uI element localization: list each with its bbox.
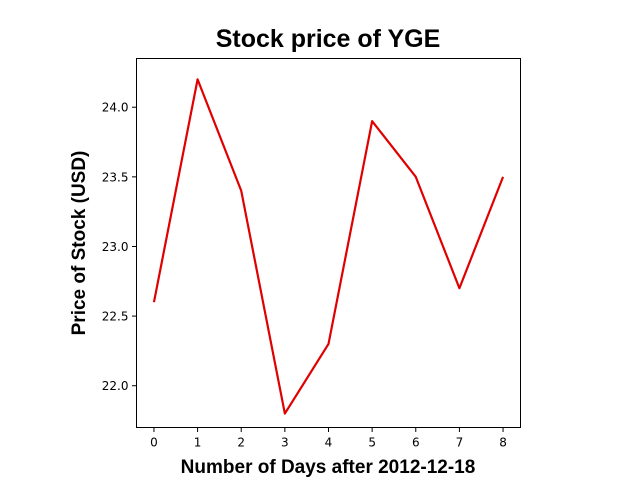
x-tick-label: 6 — [412, 436, 420, 450]
series-line — [152, 78, 505, 415]
x-tick-label: 5 — [368, 436, 376, 450]
y-tick-label: 23.0 — [102, 240, 129, 254]
x-tick-label: 1 — [194, 436, 202, 450]
y-tick-label: 22.0 — [102, 379, 129, 393]
y-tick-label: 23.5 — [102, 170, 129, 184]
plot-area — [152, 78, 505, 415]
chart-title: Stock price of YGE — [216, 25, 441, 53]
x-axis: 0 1 2 3 4 5 6 7 8 — [150, 427, 507, 450]
x-tick-label: 8 — [499, 436, 507, 450]
y-axis-label: Price of Stock (USD) — [69, 151, 90, 336]
x-tick-label: 7 — [456, 436, 464, 450]
y-tick-label: 22.5 — [102, 310, 129, 324]
x-tick-label: 4 — [325, 436, 333, 450]
x-tick-label: 0 — [150, 436, 158, 450]
x-axis-label: Number of Days after 2012-12-18 — [181, 457, 476, 478]
x-tick-label: 3 — [281, 436, 289, 450]
x-tick-label: 2 — [237, 436, 245, 450]
plot-frame — [136, 58, 521, 428]
y-axis: 22.0 22.5 23.0 23.5 24.0 — [102, 101, 137, 393]
y-tick-label: 24.0 — [102, 101, 129, 115]
